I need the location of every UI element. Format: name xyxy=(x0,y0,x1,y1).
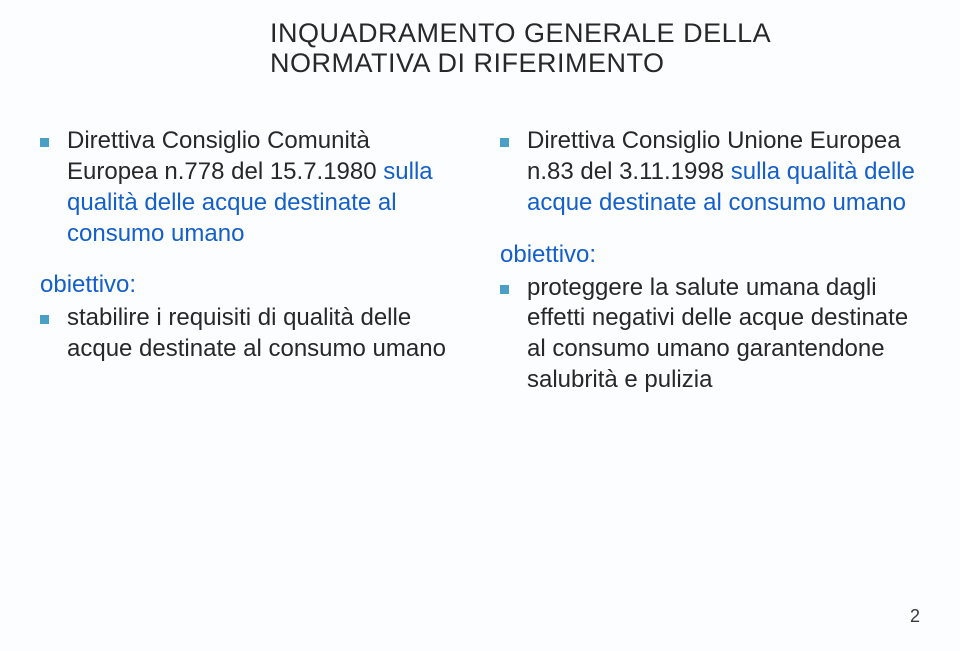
title-line-2: NORMATIVA DI RIFERIMENTO xyxy=(270,48,920,78)
slide: INQUADRAMENTO GENERALE DELLA NORMATIVA D… xyxy=(0,0,960,651)
right-column: Direttiva Consiglio Unione Europea n.83 … xyxy=(500,126,920,395)
page-number: 2 xyxy=(910,606,920,627)
square-bullet-icon xyxy=(40,138,49,147)
left-sub-text: stabilire i requisiti di qualità delle a… xyxy=(67,303,460,364)
title-line-1: INQUADRAMENTO GENERALE DELLA xyxy=(270,18,920,48)
left-sub-bullet: stabilire i requisiti di qualità delle a… xyxy=(40,303,460,364)
left-bullet-prefix: Direttiva Consiglio Comunità Europea n.7… xyxy=(67,127,383,185)
content-columns: Direttiva Consiglio Comunità Europea n.7… xyxy=(40,126,920,395)
right-sub-text: proteggere la salute umana dagli effetti… xyxy=(527,273,920,396)
left-column: Direttiva Consiglio Comunità Europea n.7… xyxy=(40,126,460,395)
left-main-bullet: Direttiva Consiglio Comunità Europea n.7… xyxy=(40,126,460,249)
left-objective-label: obiettivo: xyxy=(40,271,460,299)
square-bullet-icon xyxy=(40,315,49,324)
right-objective-label: obiettivo: xyxy=(500,241,920,269)
square-bullet-icon xyxy=(500,138,509,147)
right-sub-bullet: proteggere la salute umana dagli effetti… xyxy=(500,273,920,396)
slide-title: INQUADRAMENTO GENERALE DELLA NORMATIVA D… xyxy=(270,18,920,78)
right-main-bullet: Direttiva Consiglio Unione Europea n.83 … xyxy=(500,126,920,218)
left-bullet-text: Direttiva Consiglio Comunità Europea n.7… xyxy=(67,126,460,249)
square-bullet-icon xyxy=(500,285,509,294)
right-bullet-text: Direttiva Consiglio Unione Europea n.83 … xyxy=(527,126,920,218)
